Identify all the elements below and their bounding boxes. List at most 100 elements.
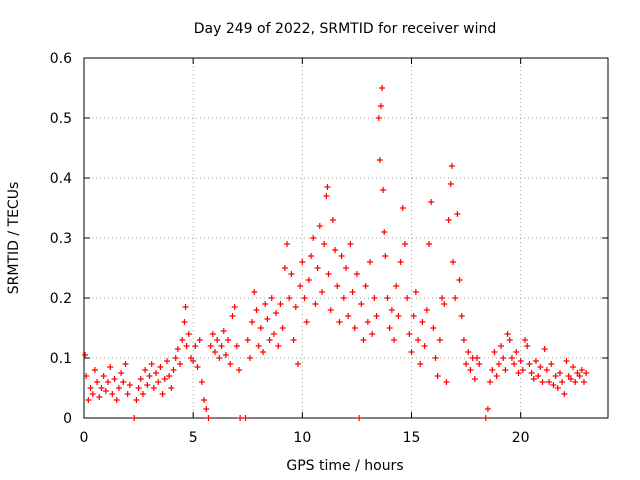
data-point bbox=[381, 229, 388, 235]
data-point bbox=[122, 361, 129, 367]
data-point bbox=[570, 364, 577, 370]
data-point bbox=[471, 376, 478, 382]
data-point bbox=[183, 343, 190, 349]
data-point bbox=[137, 376, 144, 382]
data-point bbox=[410, 313, 417, 319]
data-point bbox=[310, 235, 317, 241]
data-point bbox=[170, 367, 177, 373]
data-point bbox=[218, 343, 225, 349]
data-point bbox=[144, 382, 151, 388]
data-point bbox=[506, 337, 513, 343]
data-point bbox=[397, 259, 404, 265]
data-point bbox=[286, 295, 293, 301]
data-point bbox=[546, 379, 553, 385]
data-point bbox=[277, 301, 284, 307]
data-point bbox=[489, 367, 496, 373]
data-point bbox=[115, 385, 122, 391]
data-point bbox=[522, 337, 529, 343]
y-tick-label: 0.1 bbox=[50, 351, 72, 367]
data-point bbox=[150, 385, 157, 391]
data-point bbox=[576, 373, 583, 379]
y-tick-label: 0 bbox=[63, 411, 72, 427]
data-point bbox=[87, 385, 94, 391]
data-point bbox=[421, 343, 428, 349]
data-point bbox=[423, 307, 430, 313]
data-point bbox=[559, 379, 566, 385]
data-point bbox=[474, 355, 480, 361]
data-point bbox=[236, 367, 243, 373]
data-point bbox=[382, 253, 389, 259]
data-point bbox=[498, 343, 505, 349]
data-point bbox=[113, 397, 120, 403]
data-point bbox=[395, 313, 402, 319]
y-tick-label: 0.6 bbox=[50, 51, 72, 67]
data-point bbox=[380, 187, 387, 193]
data-point bbox=[268, 295, 275, 301]
data-point bbox=[447, 181, 454, 187]
data-point bbox=[153, 370, 160, 376]
data-point bbox=[550, 382, 557, 388]
data-point bbox=[279, 325, 286, 331]
data-point bbox=[554, 385, 561, 391]
data-point bbox=[439, 295, 446, 301]
data-point bbox=[329, 217, 336, 223]
x-tick-label: 0 bbox=[80, 430, 89, 446]
data-point bbox=[561, 391, 568, 397]
data-point bbox=[290, 337, 297, 343]
data-point bbox=[349, 289, 356, 295]
data-point bbox=[500, 355, 507, 361]
data-point bbox=[273, 310, 280, 316]
data-point bbox=[572, 379, 579, 385]
data-point bbox=[233, 343, 240, 349]
data-point bbox=[185, 331, 192, 337]
data-point bbox=[502, 367, 509, 373]
data-point bbox=[449, 259, 456, 265]
data-point bbox=[526, 361, 533, 367]
data-point bbox=[406, 331, 413, 337]
data-point bbox=[83, 373, 90, 379]
data-point bbox=[177, 361, 184, 367]
data-point bbox=[314, 265, 321, 271]
data-point bbox=[321, 241, 328, 247]
data-point bbox=[194, 364, 201, 370]
data-point bbox=[205, 415, 212, 421]
data-point bbox=[301, 295, 308, 301]
data-point bbox=[303, 319, 310, 325]
x-tick-label: 15 bbox=[403, 430, 421, 446]
data-point bbox=[391, 337, 398, 343]
data-point bbox=[242, 415, 249, 421]
data-point bbox=[294, 361, 301, 367]
data-point bbox=[146, 373, 153, 379]
data-point bbox=[255, 343, 262, 349]
data-point bbox=[209, 331, 216, 337]
data-point bbox=[182, 304, 189, 310]
x-axis-label: GPS time / hours bbox=[286, 458, 403, 474]
data-point bbox=[85, 397, 92, 403]
data-point bbox=[552, 373, 559, 379]
data-point bbox=[580, 379, 587, 385]
data-point bbox=[227, 361, 234, 367]
data-point bbox=[214, 337, 221, 343]
data-point bbox=[229, 313, 236, 319]
data-point bbox=[436, 337, 443, 343]
data-point bbox=[345, 313, 352, 319]
y-tick-label: 0.3 bbox=[50, 231, 72, 247]
data-point bbox=[111, 376, 118, 382]
data-point bbox=[107, 364, 114, 370]
data-point bbox=[334, 283, 341, 289]
data-point bbox=[292, 304, 299, 310]
data-point bbox=[358, 301, 365, 307]
data-point bbox=[511, 361, 518, 367]
data-point bbox=[126, 382, 133, 388]
y-axis-label: SRMTID / TECUs bbox=[6, 182, 22, 295]
x-tick-label: 10 bbox=[293, 430, 311, 446]
data-point bbox=[100, 373, 107, 379]
y-tick-label: 0.2 bbox=[50, 291, 72, 307]
tick-layer: 0 0.1 0.2 0.3 0.4 0.5 0.6 0 5 10 15 20 bbox=[50, 51, 608, 446]
data-point bbox=[388, 307, 395, 313]
data-point bbox=[430, 325, 437, 331]
data-point bbox=[198, 379, 205, 385]
data-point bbox=[454, 211, 461, 217]
data-point bbox=[408, 349, 415, 355]
